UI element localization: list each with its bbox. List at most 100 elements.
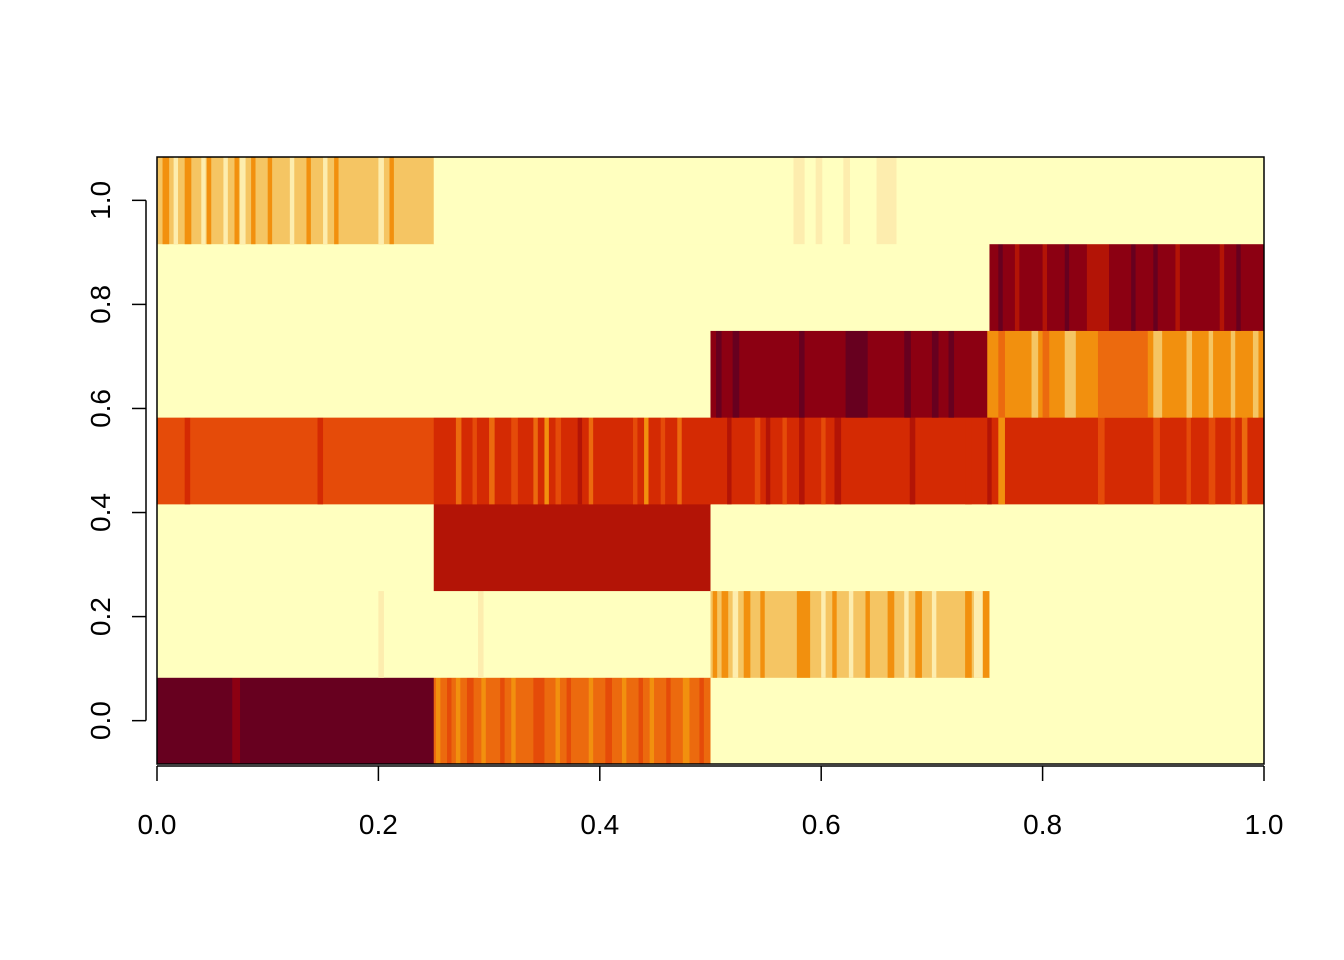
heatmap-stripe-row6-125 xyxy=(234,156,239,245)
heatmap-cell-row2-46 xyxy=(433,503,711,592)
heatmap-stripe-row4-91 xyxy=(931,330,939,418)
heatmap-stripe-row3-76 xyxy=(987,417,992,505)
heatmap-stripe-row3-60 xyxy=(588,417,594,505)
heatmap-stripe-row4-92 xyxy=(948,330,955,418)
heatmap-stripe-row3-59 xyxy=(577,417,583,505)
heatmap-stripe-row3-53 xyxy=(472,417,477,505)
heatmap-stripe-row4-105 xyxy=(1252,330,1259,418)
heatmap-stripe-row6-127 xyxy=(251,156,256,245)
heatmap-stripe-row0-6 xyxy=(466,677,474,765)
heatmap-stripe-row1-37 xyxy=(887,590,895,678)
heatmap-cell-row5-107 xyxy=(989,243,1265,331)
heatmap-stripe-row0-19 xyxy=(666,677,671,765)
heatmap-stripe-row1-41 xyxy=(965,590,972,678)
heatmap-stripe-row6-124 xyxy=(223,156,228,245)
heatmap-stripe-row0-14 xyxy=(588,677,594,765)
heatmap-cell-row0-0 xyxy=(157,677,435,765)
y-tick-label: 0.6 xyxy=(85,389,116,428)
plot-frame xyxy=(156,156,1265,765)
heatmap-stripe-row1-38 xyxy=(904,590,909,678)
heatmap-stripe-row4-98 xyxy=(1097,330,1148,418)
heatmap-stripe-row3-79 xyxy=(1153,417,1160,505)
heatmap-stripe-row0-5 xyxy=(455,677,461,765)
heatmap-stripe-row0-10 xyxy=(522,677,532,765)
x-tick-label: 0.6 xyxy=(802,809,841,840)
heatmap-stripe-row3-63 xyxy=(660,417,666,505)
heatmap-stripe-row0-13 xyxy=(566,677,572,765)
heatmap-stripe-row6-137 xyxy=(815,156,823,245)
heatmap-stripe-row0-20 xyxy=(682,677,690,765)
heatmap-stripe-row4-103 xyxy=(1230,330,1236,418)
heatmap-stripe-row4-97 xyxy=(1064,330,1076,418)
heatmap-stripe-row3-74 xyxy=(965,417,972,505)
heatmap-stripe-row0-15 xyxy=(605,677,612,765)
heatmap-cell-row2-45 xyxy=(157,503,435,592)
heatmap-cell-row3-48 xyxy=(157,417,435,505)
heatmap-stripe-row5-112 xyxy=(1086,243,1110,331)
heatmap-stripe-row6-134 xyxy=(389,156,394,245)
heatmap-stripe-row6-120 xyxy=(173,156,179,245)
heatmap-stripe-row1-25 xyxy=(478,590,484,678)
heatmap-stripe-row6-128 xyxy=(267,156,273,245)
heatmap-stripe-row3-77 xyxy=(998,417,1005,505)
heatmap-stripe-row5-109 xyxy=(1014,243,1020,331)
heatmap-stripe-row4-104 xyxy=(1241,330,1247,418)
heatmap-stripe-row1-35 xyxy=(848,590,854,678)
heatmap-stripe-row4-90 xyxy=(904,330,911,418)
heatmap-stripe-row0-17 xyxy=(638,677,643,765)
heatmap-stripe-row5-113 xyxy=(1131,243,1136,331)
heatmap-stripe-row5-115 xyxy=(1175,243,1180,331)
heatmap-stripe-row1-36 xyxy=(865,590,870,678)
heatmap-stripe-row1-27 xyxy=(712,590,718,678)
heatmap-stripe-row3-56 xyxy=(533,417,538,505)
heatmap-stripe-row4-86 xyxy=(716,330,722,418)
x-tick-label: 0.8 xyxy=(1023,809,1062,840)
heatmap-stripe-row6-136 xyxy=(793,156,805,245)
heatmap-cell-row3-75 xyxy=(987,417,1265,505)
heatmap-cell-row4-84 xyxy=(157,330,711,418)
heatmap-stripe-row5-108 xyxy=(998,243,1003,331)
heatmap-cell-row3-65 xyxy=(710,417,988,505)
heatmap-stripe-row5-111 xyxy=(1064,243,1070,331)
heatmap-stripe-row1-30 xyxy=(743,590,751,678)
heatmap-stripe-row1-43 xyxy=(982,590,990,678)
heatmap-stripe-row0-8 xyxy=(500,677,505,765)
heatmap-stripe-row1-34 xyxy=(832,590,837,678)
heatmap-cell-row1-44 xyxy=(989,590,1265,678)
heatmap-stripe-row0-7 xyxy=(481,677,486,765)
heatmap-stripe-row3-78 xyxy=(1097,417,1105,505)
heatmap-stripe-row0-12 xyxy=(555,677,560,765)
heatmap-stripe-row3-49 xyxy=(184,417,191,505)
heatmap-stripe-row3-83 xyxy=(1241,417,1248,505)
heatmap-stripe-row4-95 xyxy=(1031,330,1039,418)
x-tick-label: 1.0 xyxy=(1245,809,1284,840)
heatmap-stripe-row3-71 xyxy=(821,417,826,505)
heatmap-stripe-row3-70 xyxy=(799,417,805,505)
y-tick-label: 0.4 xyxy=(85,493,116,532)
y-tick-label: 1.0 xyxy=(85,181,116,220)
heatmap-stripe-row6-129 xyxy=(289,156,295,245)
heatmap-stripe-row0-3 xyxy=(435,677,441,765)
heatmap-stripe-row3-82 xyxy=(1230,417,1236,505)
heatmap-stripe-row3-61 xyxy=(633,417,638,505)
x-tick-label: 0.2 xyxy=(359,809,398,840)
heatmap-stripe-row3-58 xyxy=(555,417,562,505)
heatmap-stripe-row0-9 xyxy=(511,677,516,765)
heatmap-stripe-row1-33 xyxy=(821,590,826,678)
heatmap-stripe-row6-126 xyxy=(240,156,246,245)
heatmap-stripe-row3-66 xyxy=(727,417,732,505)
heatmap-stripe-row3-72 xyxy=(834,417,842,505)
heatmap-stripe-row3-67 xyxy=(754,417,761,505)
heatmap-cell-row0-2 xyxy=(433,677,711,765)
heatmap-stripe-row6-121 xyxy=(184,156,192,245)
heatmap-cell-row1-23 xyxy=(157,590,711,678)
heatmap-stripe-row1-29 xyxy=(732,590,739,678)
heatmap-stripe-row6-139 xyxy=(876,156,897,245)
heatmap-stripe-row3-62 xyxy=(644,417,649,505)
heatmap-stripe-row3-80 xyxy=(1186,417,1191,505)
y-axis: 0.0 0.2 0.4 0.6 0.8 1.0 xyxy=(85,181,147,740)
heatmap-stripe-row1-32 xyxy=(796,590,811,678)
heatmap-stripe-row0-4 xyxy=(447,677,452,765)
heatmap-stripe-row1-31 xyxy=(760,590,765,678)
